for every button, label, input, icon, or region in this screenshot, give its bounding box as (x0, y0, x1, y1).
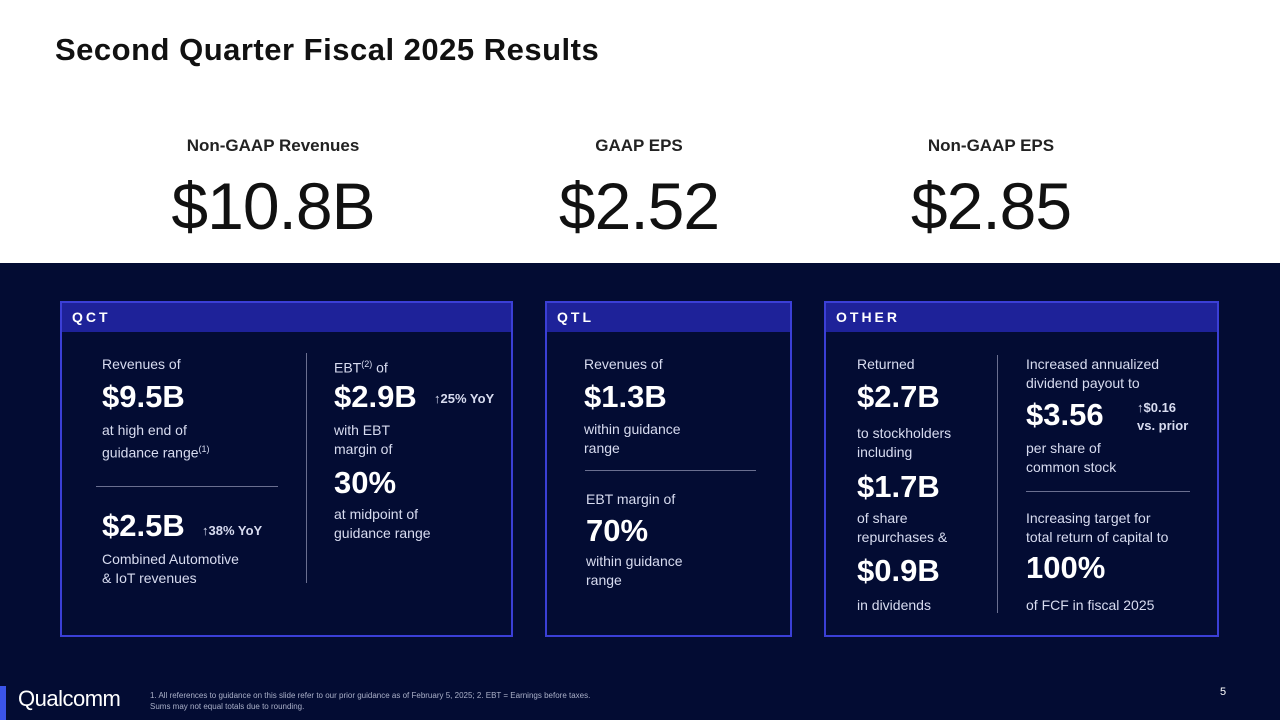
qct-ebt-note: margin of (334, 441, 393, 457)
kpi-non-gaap-revenues: Non-GAAP Revenues $10.8B (103, 136, 443, 244)
qtl-revenue-note: within guidance (584, 421, 681, 437)
qct-auto-iot-note: Combined Automotive (102, 551, 239, 567)
qct-revenue-value: $9.5B (102, 379, 185, 414)
divider (306, 353, 307, 583)
other-returned-label: Returned (857, 356, 915, 372)
qtl-panel: QTL Revenues of $1.3B within guidance ra… (545, 301, 792, 637)
other-target-note: of FCF in fiscal 2025 (1026, 597, 1155, 613)
qtl-ebt-note: within guidance (586, 553, 683, 569)
other-payout-change: vs. prior (1137, 418, 1189, 433)
qtl-revenue-value: $1.3B (584, 379, 667, 414)
panel-header: QTL (547, 303, 790, 332)
kpi-label: Non-GAAP Revenues (186, 136, 360, 155)
qct-ebt-label-suffix: of (372, 359, 388, 376)
accent-bar (0, 686, 6, 720)
qct-ebt-note: with EBT (334, 422, 391, 438)
qct-ebt-margin-note: guidance range (334, 525, 431, 541)
panel-header: OTHER (826, 303, 1217, 332)
other-dividend-value: $0.9B (857, 553, 940, 588)
panel-header: QCT (62, 303, 511, 332)
qct-ebt-label: EBT(2) of (334, 355, 388, 378)
qct-revenue-label: Revenues of (102, 356, 181, 372)
qct-revenue-note-text: guidance range (102, 444, 199, 461)
qct-panel: QCT Revenues of $9.5B at high end of gui… (60, 301, 513, 637)
divider (997, 355, 998, 613)
other-returned-note: to stockholders (857, 425, 952, 441)
other-target-value: 100% (1026, 550, 1106, 585)
qtl-revenue-label: Revenues of (584, 356, 663, 372)
other-repurchase-note: of share (857, 510, 908, 526)
qct-auto-iot-value: $2.5B (102, 508, 185, 543)
footnote-ref: (1) (198, 444, 210, 454)
qct-ebt-margin-value: 30% (334, 465, 397, 500)
qct-ebt-margin-note: at midpoint of (334, 506, 419, 522)
other-target-label: total return of capital to (1026, 529, 1169, 545)
divider (1026, 491, 1190, 492)
qct-revenue-note: guidance range(1) (102, 440, 210, 463)
qct-ebt-change: ↑25% YoY (434, 391, 495, 406)
other-target-label: Increasing target for (1026, 510, 1151, 526)
qtl-revenue-note: range (584, 440, 620, 456)
other-repurchase-value: $1.7B (857, 469, 940, 504)
other-returned-note: including (857, 444, 913, 460)
kpi-label: GAAP EPS (595, 136, 683, 155)
kpi-gaap-eps: GAAP EPS $2.52 (469, 136, 809, 244)
kpi-label: Non-GAAP EPS (927, 136, 1055, 155)
qtl-ebt-note: range (586, 572, 622, 588)
other-payout-value: $3.56 (1026, 397, 1104, 432)
other-dividend-note: in dividends (857, 597, 931, 613)
qualcomm-logo: Qualcomm (18, 686, 121, 711)
other-panel: OTHER Returned $2.7B to stockholders inc… (824, 301, 1219, 637)
page-number: 5 (1220, 686, 1227, 698)
qct-auto-iot-note: & IoT revenues (102, 570, 197, 586)
divider (585, 470, 756, 471)
qct-ebt-label-text: EBT (334, 359, 362, 376)
other-payout-note: common stock (1026, 459, 1117, 475)
kpi-value: $2.52 (558, 169, 720, 243)
qct-ebt-value: $2.9B (334, 379, 417, 414)
footnote-line: Sums may not equal totals due to roundin… (150, 702, 305, 711)
other-payout-label: dividend payout to (1026, 375, 1140, 391)
qtl-ebt-label: EBT margin of (586, 491, 676, 507)
other-repurchase-note: repurchases & (857, 529, 948, 545)
qtl-ebt-value: 70% (586, 513, 649, 548)
page-title: Second Quarter Fiscal 2025 Results (55, 32, 600, 67)
qct-revenue-note: at high end of (102, 422, 187, 438)
other-payout-label: Increased annualized (1026, 356, 1160, 372)
footnote: 1. All references to guidance on this sl… (150, 690, 710, 712)
qct-auto-iot-change: ↑38% YoY (202, 523, 263, 538)
other-payout-change: ↑$0.16 (1137, 400, 1177, 415)
kpi-non-gaap-eps: Non-GAAP EPS $2.85 (821, 136, 1161, 244)
other-payout-note: per share of (1026, 440, 1101, 456)
footnote-line: 1. All references to guidance on this sl… (150, 691, 591, 700)
other-returned-value: $2.7B (857, 379, 940, 414)
footnote-ref: (2) (361, 359, 373, 369)
kpi-value: $2.85 (910, 169, 1072, 243)
divider (96, 486, 278, 487)
kpi-value: $10.8B (171, 169, 375, 243)
